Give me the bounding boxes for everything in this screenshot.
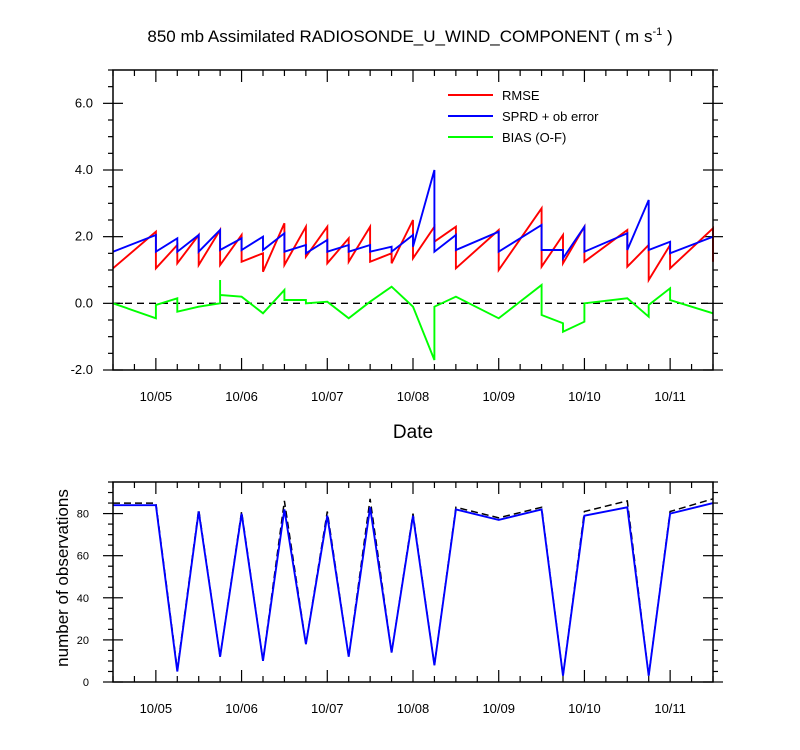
bottom-chart-panel: 10/05 10/06 10/07 10/08 10/09 10/10 10/11 0 20 40… — [53, 481, 723, 716]
top-chart-panel: 10/05 10/06 10/07 10/08 10/09 10/10 10/11 -2.0 0… — [71, 69, 723, 443]
series-line-sprd-ob-error — [112, 169, 714, 262]
legend: RMSE SPRD + ob error BIAS (O-F) — [448, 88, 599, 145]
x-tick-label: 10/07 — [311, 701, 344, 716]
chart-title: 850 mb Assimilated RADIOSONDE_U_WIND_COM… — [147, 26, 672, 46]
y-tick-label: 6.0 — [75, 95, 93, 110]
x-tick-label: 10/07 — [311, 389, 344, 404]
bottom-chart-frame — [112, 481, 714, 683]
y-tick-label: 0.0 — [75, 295, 93, 310]
y-tick-label: 2.0 — [75, 229, 93, 244]
x-tick-label: 10/05 — [140, 389, 173, 404]
legend-label: RMSE — [502, 88, 540, 103]
series-line-observations-possible — [113, 498, 714, 676]
legend-label: SPRD + ob error — [502, 109, 599, 124]
x-tick-label: 10/10 — [568, 701, 601, 716]
x-tick-label: 10/10 — [568, 389, 601, 404]
y-tick-label: 0 — [83, 677, 89, 689]
y-axis-label-observations: number of observations — [53, 489, 72, 667]
chart-title-tail: ) — [662, 27, 672, 46]
y-tick-label: -2.0 — [71, 362, 93, 377]
y-tick-label: 4.0 — [75, 162, 93, 177]
series-line-rmse — [112, 205, 714, 284]
top-chart-frame — [112, 69, 714, 371]
chart-title-unit-sup: -1 — [652, 26, 662, 38]
y-tick-label: 20 — [77, 635, 89, 647]
x-tick-label: 10/09 — [482, 389, 515, 404]
y-tick-label: 80 — [77, 509, 89, 521]
legend-label: BIAS (O-F) — [502, 130, 566, 145]
series-line-observations-assimilated — [113, 502, 714, 676]
x-tick-label: 10/09 — [482, 701, 515, 716]
x-tick-label: 10/06 — [225, 389, 258, 404]
y-tick-label: 40 — [77, 593, 89, 605]
chart-title-main: 850 mb Assimilated RADIOSONDE_U_WIND_COM… — [147, 27, 652, 46]
y-tick-label: 60 — [77, 551, 89, 563]
x-tick-label: 10/11 — [654, 701, 686, 716]
x-tick-label: 10/08 — [397, 389, 430, 404]
x-tick-label: 10/06 — [225, 701, 258, 716]
x-axis-label: Date — [393, 422, 433, 443]
x-tick-label: 10/11 — [654, 389, 686, 404]
x-tick-label: 10/08 — [397, 701, 430, 716]
x-tick-label: 10/05 — [140, 701, 173, 716]
series-line-bias-o-f — [112, 280, 714, 361]
